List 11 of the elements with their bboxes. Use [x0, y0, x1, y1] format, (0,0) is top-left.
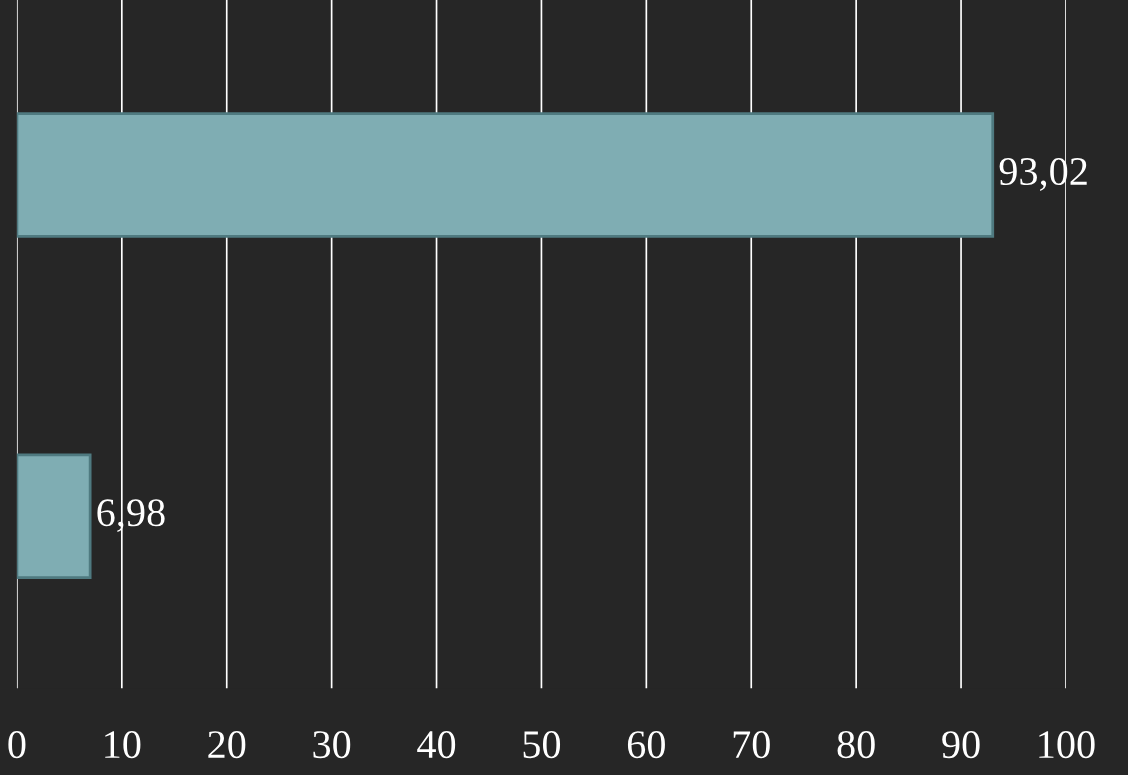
x-tick-label: 30: [313, 731, 351, 759]
x-tick-label: 100: [1039, 731, 1095, 759]
x-tick-label: 60: [627, 731, 665, 759]
x-tick-label: 0: [8, 731, 26, 759]
x-tick-label: 50: [523, 731, 561, 759]
x-tick-label: 40: [417, 731, 456, 759]
x-tick-label: 10: [105, 731, 141, 759]
x-tick-label: 70: [733, 731, 770, 759]
x-tick-label: 20: [208, 731, 246, 759]
x-tick-label: 80: [837, 731, 875, 759]
x-tick-label: 90: [942, 731, 980, 759]
